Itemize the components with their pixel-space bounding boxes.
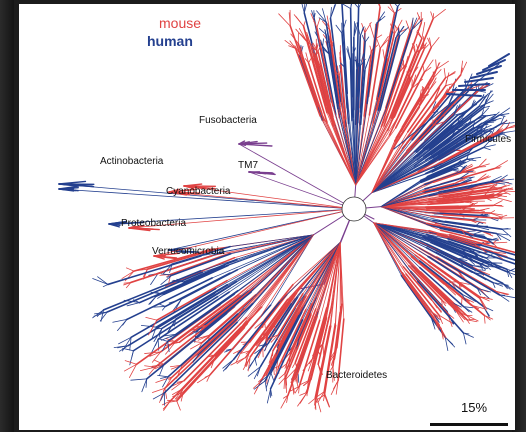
clade-label-actinobacteria: Actinobacteria	[100, 156, 164, 167]
legend-mouse: mouse	[159, 15, 202, 31]
clade-label-cyanobacteria: Cyanobacteria	[166, 186, 231, 197]
clade-label-tm7: TM7	[238, 160, 258, 171]
scale-bar-label: 15%	[461, 400, 488, 415]
scale-bar	[430, 423, 508, 426]
phylogenetic-tree-figure: mouse human Fusobacteria Firmicutes Acti…	[19, 4, 515, 430]
clade-label-firmicutes: Firmicutes	[465, 134, 512, 145]
clade-label-verrucomicrobia: Verrucomicrobia	[152, 246, 225, 257]
phylogenetic-tree	[58, 4, 515, 413]
right-background-strip	[512, 0, 526, 432]
legend-human: human	[147, 33, 193, 49]
clade-label-proteobacteria: Proteobacteria	[121, 218, 187, 229]
clade-label-fusobacteria: Fusobacteria	[199, 115, 257, 126]
clade-label-bacteroidetes: Bacteroidetes	[326, 370, 388, 381]
left-background-strip	[0, 0, 14, 432]
